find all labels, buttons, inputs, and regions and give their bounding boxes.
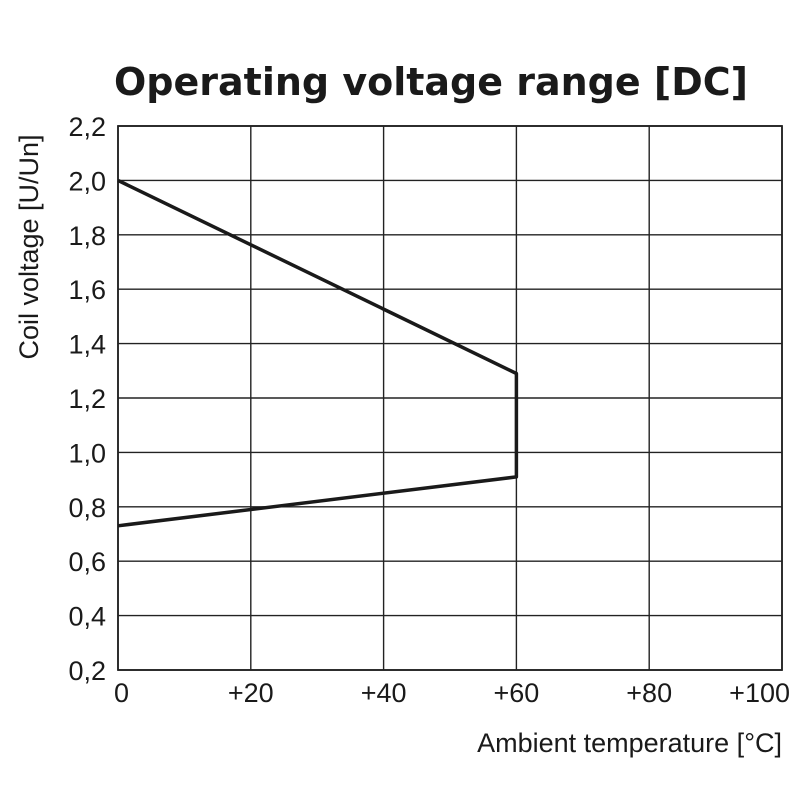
y-tick-label: 1,4 (68, 330, 106, 360)
x-axis-label: Ambient temperature [°C] (477, 728, 782, 758)
y-tick-label: 2,2 (68, 112, 106, 142)
y-axis-label: Coil voltage [U/Un] (14, 134, 44, 359)
series-line-0 (117, 178, 519, 528)
x-tick-label: +40 (361, 678, 407, 708)
x-tick-label: +60 (493, 678, 539, 708)
y-tick-label: 1,6 (68, 275, 106, 305)
y-tick-label: 0,4 (68, 602, 106, 632)
y-tick-label: 0,2 (68, 656, 106, 686)
y-tick-label: 0,8 (68, 493, 106, 523)
x-tick-label: 0 (114, 678, 129, 708)
y-tick-label: 2,0 (68, 166, 106, 196)
x-tick-label: +80 (626, 678, 672, 708)
x-tick-label: +20 (228, 678, 274, 708)
y-tick-label: 1,8 (68, 221, 106, 251)
series (117, 178, 519, 528)
tick-labels: 0,2 0,4 0,6 0,8 1,0 1,2 1,4 1,6 1,8 2,0 2,2 0 +20 +40… (68, 112, 790, 708)
plot-frame (117, 125, 783, 671)
x-tick-label: +100 (729, 678, 790, 708)
y-tick-label: 1,2 (68, 384, 106, 414)
y-tick-label: 0,6 (68, 547, 106, 577)
chart-title: Operating voltage range [DC] (114, 60, 748, 104)
grid (117, 125, 783, 671)
y-tick-label: 1,0 (68, 438, 106, 468)
